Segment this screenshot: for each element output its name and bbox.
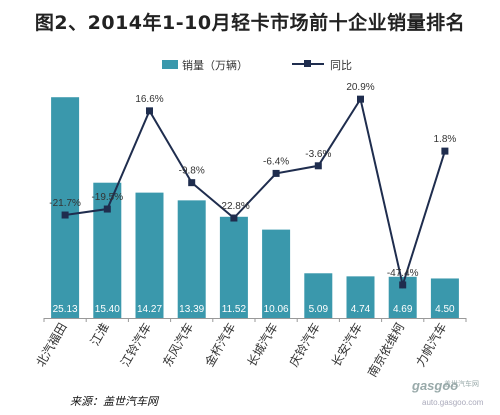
line-data-label: -19.5% — [91, 192, 123, 203]
line-marker — [272, 169, 280, 177]
x-axis — [43, 318, 467, 322]
line-data-label: -3.6% — [305, 149, 331, 160]
bar — [346, 276, 375, 318]
legend: 销量（万辆） 同比 — [162, 58, 352, 72]
bar-data-label: 15.40 — [95, 304, 120, 315]
category-label: 江淮 — [88, 321, 112, 349]
source-note: 来源：盖世汽车网 — [70, 396, 158, 408]
category-label: 长安汽车 — [328, 320, 365, 369]
bar — [93, 182, 122, 318]
line-data-label: -6.4% — [263, 156, 289, 167]
category-label: 江铃汽车 — [117, 320, 154, 369]
line-data-label: 1.8% — [434, 134, 457, 145]
line-data-label: 16.6% — [135, 94, 163, 105]
bar — [304, 273, 333, 318]
category-labels: 北汽福田 江淮 江铃汽车 东风汽车 金杯汽车 长城汽车 庆铃汽车 长安汽车 南京依维柯 力帆汽车 — [33, 320, 450, 379]
bar — [135, 192, 164, 318]
line-data-label: 20.9% — [346, 82, 374, 93]
bar — [177, 200, 206, 318]
bar — [430, 278, 459, 318]
watermark-logo: gasgoo — [412, 378, 459, 393]
line-marker — [188, 179, 196, 187]
chart-title: 图2、2014年1-10月轻卡市场前十企业销量排名 — [34, 12, 466, 34]
line-marker — [441, 147, 449, 155]
bar — [219, 216, 248, 318]
line-marker — [314, 162, 322, 170]
category-label: 东风汽车 — [159, 320, 196, 369]
legend-swatch-marker — [304, 60, 311, 67]
line-data-label: -22.8% — [218, 201, 250, 212]
bar — [262, 229, 291, 318]
category-label: 力帆汽车 — [412, 320, 449, 369]
bar-data-label: 4.69 — [393, 304, 413, 315]
watermark-name: 盖世汽车网 — [444, 381, 479, 388]
category-label: 长城汽车 — [244, 320, 281, 369]
bar-data-label: 4.50 — [435, 304, 455, 315]
line-marker — [230, 214, 238, 222]
category-label: 庆铃汽车 — [286, 320, 323, 369]
bar-data-label: 4.74 — [351, 304, 371, 315]
line-marker — [146, 107, 153, 115]
line-marker — [357, 95, 364, 103]
bar-data-label: 11.52 — [222, 304, 247, 315]
line-data-label: -47.4% — [387, 268, 419, 279]
line-data-label: -9.8% — [179, 166, 205, 177]
bar — [51, 97, 80, 318]
bar-data-label: 10.06 — [264, 304, 289, 315]
line-marker — [399, 281, 407, 289]
bar-data-label: 25.13 — [53, 304, 78, 315]
bar-data-label: 5.09 — [309, 304, 329, 315]
category-label: 南京依维柯 — [364, 320, 407, 379]
bar-data-label: 13.39 — [179, 304, 204, 315]
line-marker — [103, 205, 111, 213]
line-series-group: -21.7% -19.5% 16.6% -9.8% -22.8% -6.4% -3.6% 20… — [49, 82, 457, 289]
category-label: 金杯汽车 — [201, 320, 238, 369]
line-data-label: -21.7% — [49, 198, 81, 209]
category-label: 北汽福田 — [33, 320, 70, 369]
legend-swatch-bar — [162, 60, 178, 69]
watermark-url: auto.gasgoo.com — [422, 398, 484, 407]
watermark: gasgoo 盖世汽车网 auto.gasgoo.com — [412, 378, 498, 412]
legend-label-bar: 销量（万辆） — [182, 58, 248, 72]
line-marker — [61, 211, 69, 219]
line-path — [64, 96, 446, 289]
bar-data-label: 14.27 — [137, 304, 162, 315]
legend-label-line: 同比 — [330, 59, 352, 72]
bars-group: 25.13 15.40 14.27 13.39 11.52 10.06 5.09 4.74 4.… — [51, 97, 459, 318]
